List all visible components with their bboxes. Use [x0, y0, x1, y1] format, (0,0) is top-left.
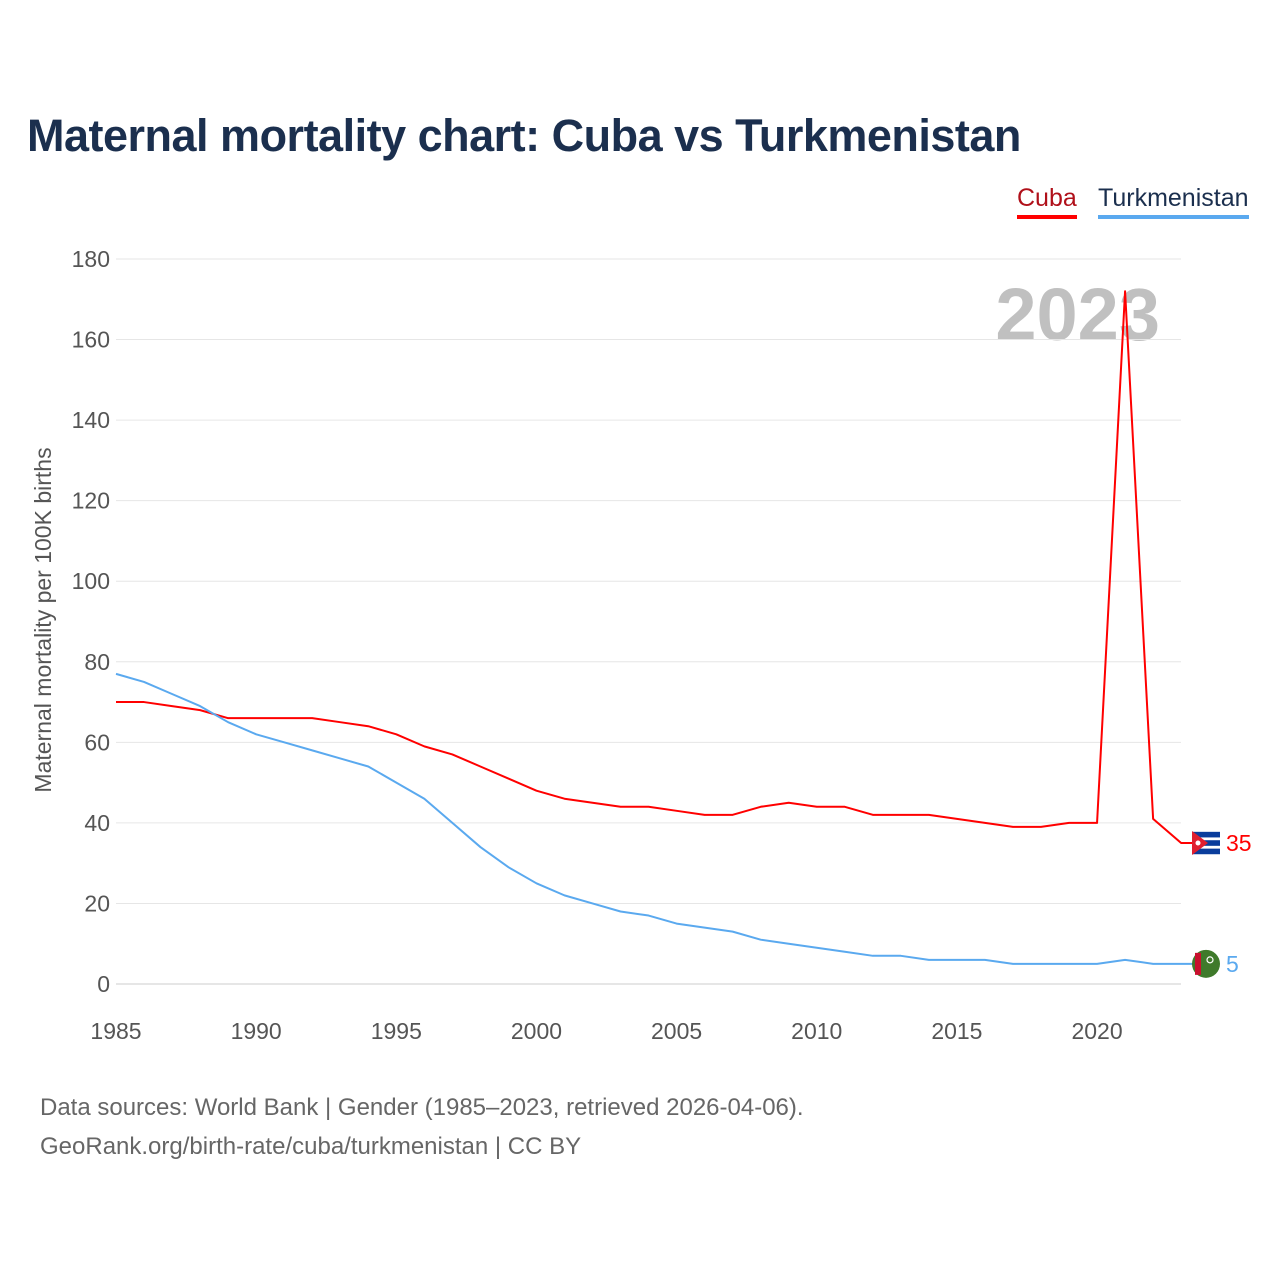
x-tick-label: 1985: [90, 1018, 141, 1044]
flag-stripe: [1192, 848, 1220, 855]
flag-stripe: [1192, 831, 1220, 838]
year-watermark: 2023: [995, 273, 1160, 356]
legend-turkmenistan[interactable]: Turkmenistan: [1098, 184, 1249, 219]
source-link[interactable]: GeoRank.org/birth-rate/cuba/turkmenistan…: [40, 1133, 582, 1160]
chart-title: Maternal mortality chart: Cuba vs Turkme…: [27, 110, 1021, 161]
y-tick-label: 100: [72, 568, 110, 594]
x-tick-label: 2005: [651, 1018, 702, 1044]
y-tick-label: 120: [72, 488, 110, 514]
end-value-label-cuba: 35: [1226, 830, 1252, 856]
y-tick-label: 160: [72, 327, 110, 353]
y-tick-label: 20: [84, 890, 110, 916]
x-tick-label: 1990: [231, 1018, 282, 1044]
y-tick-label: 60: [84, 729, 110, 755]
flag-crescent: [1206, 956, 1214, 964]
x-tick-label: 2015: [931, 1018, 982, 1044]
flag-turkmenistan-icon: [1192, 949, 1220, 978]
x-tick-label: 2000: [511, 1018, 562, 1044]
footer: Data sources: World Bank | Gender (1985–…: [40, 1088, 804, 1166]
y-tick-label: 0: [97, 971, 110, 997]
x-tick-label: 2020: [1071, 1018, 1122, 1044]
series-line-cuba: [116, 290, 1207, 845]
end-value-label-turkmenistan: 5: [1226, 951, 1239, 977]
data-sources: Data sources: World Bank | Gender (1985–…: [40, 1094, 804, 1121]
y-axis-label: Maternal mortality per 100K births: [30, 447, 56, 792]
y-tick-label: 140: [72, 407, 110, 433]
y-tick-label: 40: [84, 810, 110, 836]
x-tick-label: 2010: [791, 1018, 842, 1044]
series-line-turkmenistan: [115, 672, 1207, 965]
y-tick-label: 80: [84, 649, 110, 675]
flag-star: [1195, 840, 1201, 846]
y-tick-label: 180: [72, 246, 110, 272]
flag-cuba-icon: [1192, 829, 1220, 858]
x-tick-label: 1995: [371, 1018, 422, 1044]
flag-carpet: [1195, 952, 1201, 975]
legend-cuba[interactable]: Cuba: [1017, 184, 1077, 219]
